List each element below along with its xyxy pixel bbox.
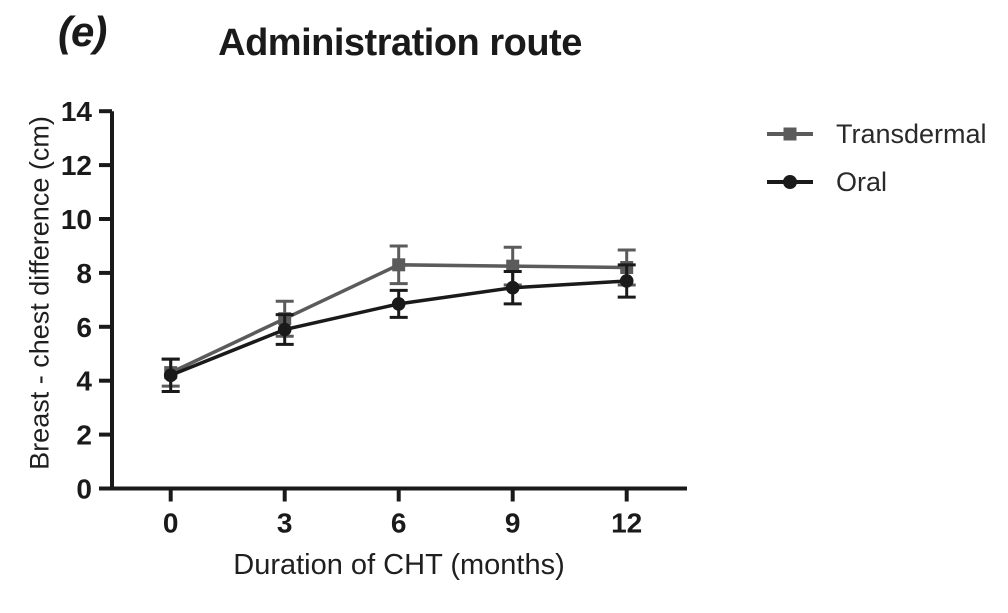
y-tick-label: 4 — [76, 366, 92, 397]
legend-label-transdermal: Transdermal — [836, 118, 987, 149]
x-tick-label: 0 — [163, 508, 179, 539]
x-axis-title: Duration of CHT (months) — [233, 549, 565, 581]
y-tick-label: 12 — [61, 150, 92, 181]
y-tick-label: 6 — [76, 312, 92, 343]
x-tick-label: 9 — [505, 508, 521, 539]
oral-circle-marker — [505, 280, 520, 295]
oral-circle-marker — [391, 297, 406, 311]
y-tick-label: 8 — [76, 258, 92, 289]
transdermal-square-marker-icon — [767, 127, 813, 141]
y-tick-label: 14 — [61, 96, 93, 127]
chart-legend: Transdermal Oral — [766, 110, 987, 206]
oral-circle-marker — [163, 368, 178, 383]
y-tick-label: 2 — [76, 420, 92, 451]
oral-circle-marker — [277, 322, 292, 337]
oral-circle-marker-icon — [767, 175, 813, 189]
chart-title: Administration route — [218, 22, 582, 64]
y-tick-label: 0 — [76, 474, 92, 505]
legend-item-oral: Oral — [766, 158, 987, 206]
legend-item-transdermal: Transdermal — [766, 110, 987, 158]
transdermal-square-marker — [392, 258, 406, 272]
legend-label-oral: Oral — [836, 166, 888, 197]
x-tick-label: 3 — [277, 508, 293, 539]
panel-label: (e) — [58, 8, 107, 55]
x-tick-label: 6 — [391, 508, 407, 539]
x-tick-label: 12 — [611, 508, 642, 539]
y-tick-label: 10 — [61, 204, 92, 235]
transdermal-square-marker — [506, 259, 520, 273]
oral-circle-marker — [619, 274, 634, 288]
